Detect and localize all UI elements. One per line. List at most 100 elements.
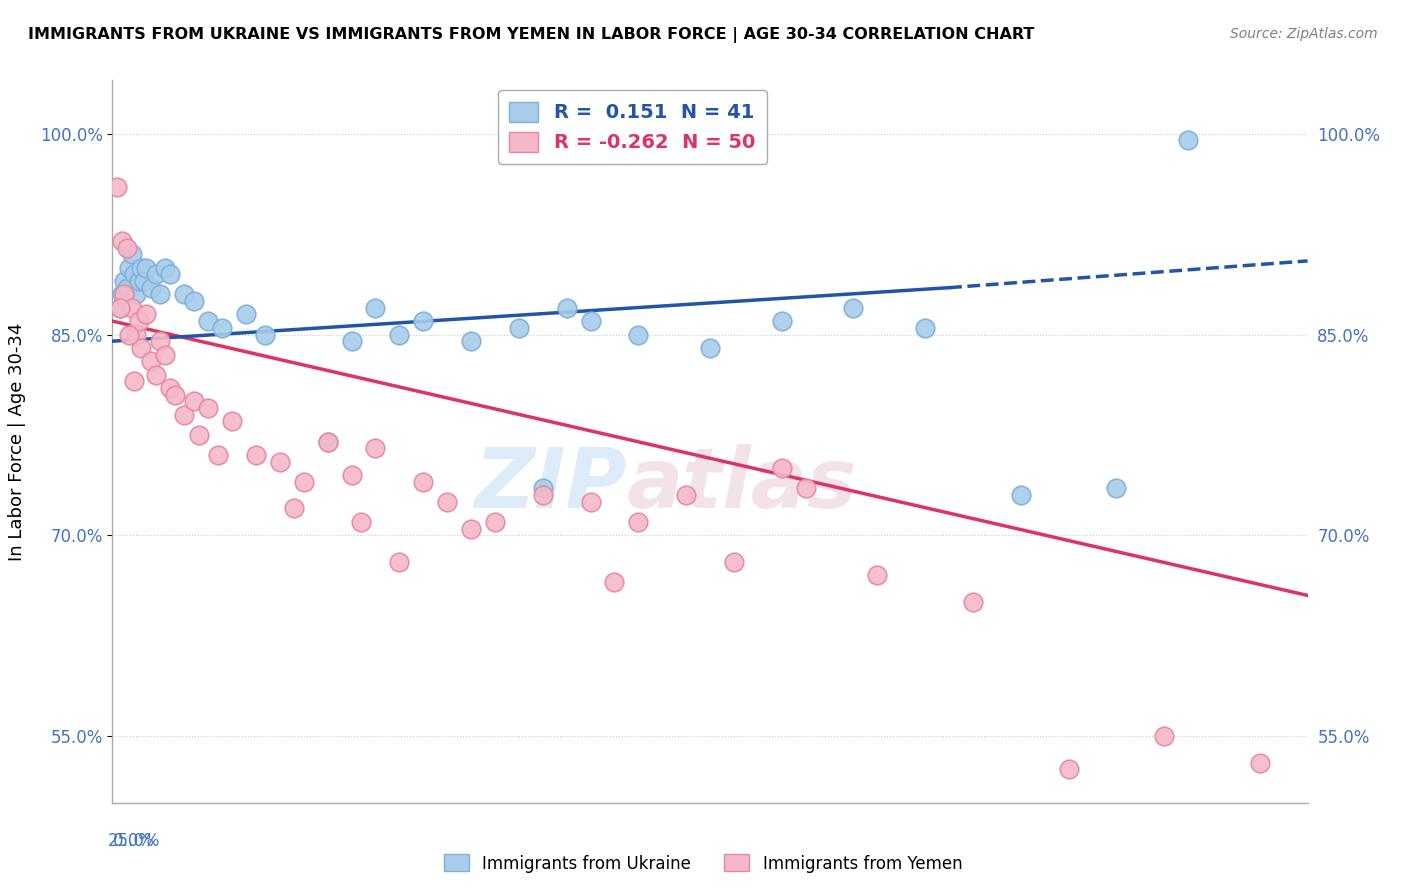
Point [412,314,434,328]
Point [187,428,209,442]
Point [128,274,150,288]
Point [115,241,138,255]
Point [1057,762,1080,776]
Point [132,274,155,288]
Text: 25.0%: 25.0% [108,831,160,850]
Point [163,387,186,401]
Point [235,307,257,321]
Point [531,482,554,496]
Point [114,287,135,301]
Point [1010,488,1032,502]
Point [128,314,150,328]
Text: Source: ZipAtlas.com: Source: ZipAtlas.com [1230,27,1378,41]
Legend: R =  0.151  N = 41, R = -0.262  N = 50: R = 0.151 N = 41, R = -0.262 N = 50 [498,90,768,164]
Point [364,301,387,315]
Point [350,515,373,529]
Y-axis label: In Labor Force | Age 30-34: In Labor Force | Age 30-34 [8,322,25,561]
Point [122,375,145,389]
Point [173,287,195,301]
Point [149,334,172,348]
Point [723,555,745,569]
Point [173,408,195,422]
Point [108,301,131,315]
Point [118,327,141,342]
Point [579,314,602,328]
Point [221,414,243,428]
Point [111,287,134,301]
Point [207,448,229,462]
Point [197,401,219,416]
Point [914,321,936,335]
Point [460,521,482,535]
Point [866,568,889,582]
Point [364,442,387,455]
Point [129,260,152,275]
Text: IMMIGRANTS FROM UKRAINE VS IMMIGRANTS FROM YEMEN IN LABOR FORCE | AGE 30-34 CORR: IMMIGRANTS FROM UKRAINE VS IMMIGRANTS FR… [28,27,1035,43]
Point [197,314,219,328]
Point [269,455,291,469]
Point [149,287,172,301]
Point [484,515,506,529]
Point [254,327,277,342]
Point [842,301,865,315]
Point [603,574,626,589]
Point [531,488,554,502]
Text: 0.0%: 0.0% [112,831,155,850]
Point [114,274,135,288]
Point [292,475,315,489]
Point [211,321,233,335]
Point [125,327,148,342]
Point [108,301,131,315]
Point [105,180,128,194]
Point [412,475,434,489]
Point [340,334,363,348]
Point [340,467,363,482]
Point [183,294,205,309]
Point [388,555,411,569]
Point [699,341,721,355]
Point [159,381,181,395]
Point [145,268,167,282]
Point [153,348,176,362]
Point [316,434,339,449]
Point [159,268,181,282]
Point [794,482,817,496]
Point [153,260,176,275]
Point [145,368,167,382]
Point [1249,756,1271,770]
Point [111,234,134,248]
Point [135,260,157,275]
Point [508,321,530,335]
Point [139,354,162,368]
Point [115,280,138,294]
Point [675,488,697,502]
Point [460,334,482,348]
Point [125,287,148,301]
Point [579,494,602,508]
Text: ZIP: ZIP [474,444,627,525]
Point [388,327,411,342]
Text: atlas: atlas [627,444,858,525]
Point [962,595,984,609]
Point [770,314,793,328]
Point [1153,729,1175,743]
Point [121,301,143,315]
Point [770,461,793,475]
Point [139,280,162,294]
Point [555,301,578,315]
Point [316,434,339,449]
Point [245,448,267,462]
Point [283,501,305,516]
Point [627,515,650,529]
Point [627,327,650,342]
Point [1105,482,1128,496]
Point [118,260,141,275]
Point [436,494,458,508]
Legend: Immigrants from Ukraine, Immigrants from Yemen: Immigrants from Ukraine, Immigrants from… [437,847,969,880]
Point [129,341,152,355]
Point [135,307,157,321]
Point [183,394,205,409]
Point [121,247,143,261]
Point [1177,133,1199,147]
Point [122,268,145,282]
